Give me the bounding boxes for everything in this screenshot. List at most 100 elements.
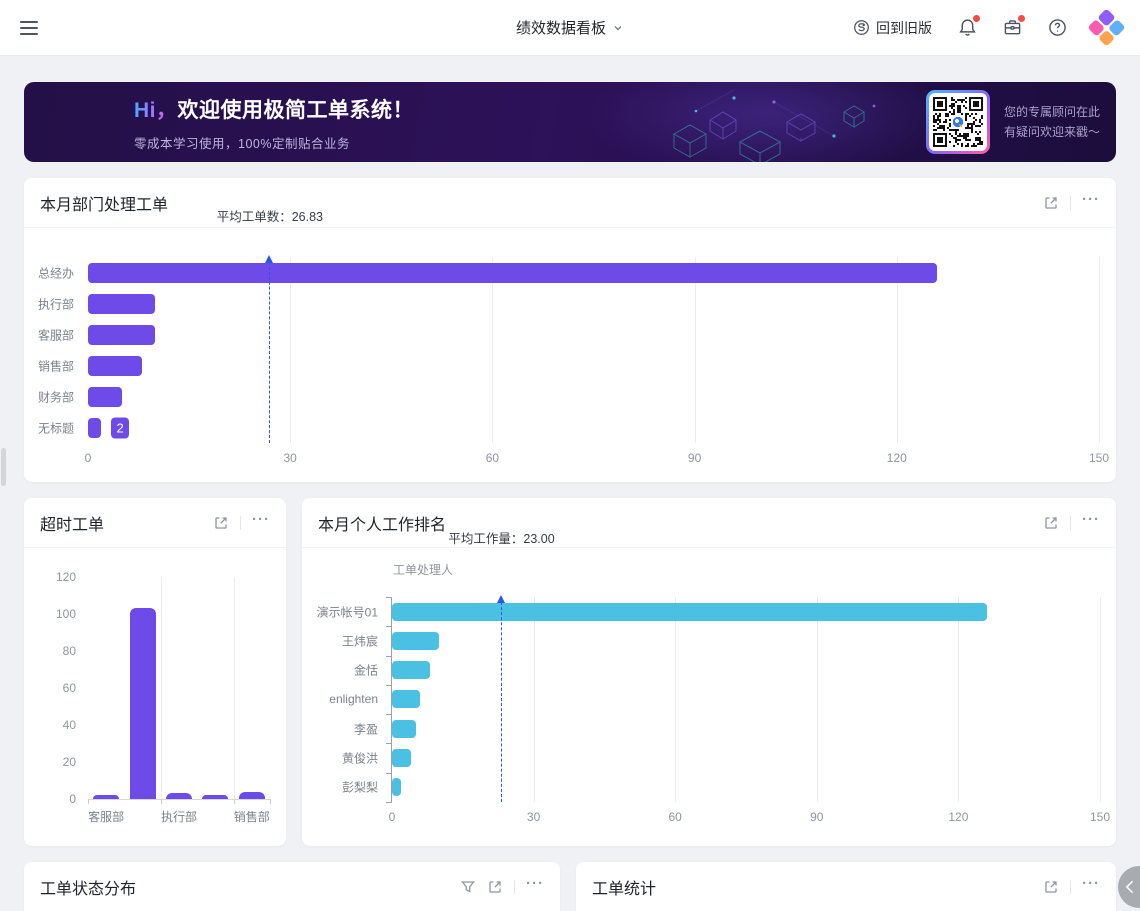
bar[interactable] (202, 795, 229, 799)
more-actions-icon[interactable]: ··· (1082, 191, 1100, 208)
gridline (1100, 597, 1101, 802)
bar[interactable] (88, 386, 122, 407)
dashboard-title-dropdown[interactable]: 绩效数据看板 (516, 17, 624, 38)
x-axis-tick: 150 (1089, 810, 1111, 824)
gridline (492, 257, 494, 443)
category-label: 无标题 (37, 421, 74, 435)
notifications-button[interactable] (958, 15, 980, 37)
bar[interactable] (392, 690, 421, 709)
category-label: 销售部 (233, 810, 270, 824)
order-stats-card: 工单统计 ··· (576, 862, 1116, 911)
x-axis-tick: 0 (84, 451, 92, 465)
expand-icon[interactable] (1043, 879, 1059, 895)
x-axis-tick: 90 (687, 451, 702, 465)
axis-tick (386, 655, 392, 657)
category-label: 执行部 (37, 297, 74, 311)
filter-icon[interactable] (460, 879, 476, 895)
category-label: 金恬 (353, 663, 378, 678)
bar[interactable] (88, 324, 156, 345)
bar[interactable] (88, 417, 102, 438)
card-title: 本月个人工作排名 (318, 516, 447, 534)
bar[interactable] (392, 602, 987, 621)
gridline (694, 257, 696, 443)
bar[interactable] (392, 661, 430, 680)
isometric-city-decoration (672, 89, 876, 162)
category-label: 客服部 (88, 810, 125, 824)
x-axis-tick: 120 (886, 451, 907, 465)
notification-badge-dot (973, 15, 980, 22)
category-label: 李盈 (353, 722, 378, 737)
expand-icon[interactable] (1043, 515, 1059, 531)
more-actions-icon[interactable]: ··· (252, 511, 270, 528)
axis-tick (386, 714, 392, 716)
bar[interactable] (88, 293, 156, 314)
bar[interactable] (238, 791, 265, 799)
x-axis-tick: 150 (1088, 451, 1110, 465)
top-navbar: 绩效数据看板 回到旧版 (0, 0, 1140, 56)
bar[interactable] (129, 608, 156, 799)
bar[interactable] (93, 795, 120, 799)
chart-row: 黄俊洪 (342, 743, 1100, 772)
page-scrollbar-thumb[interactable] (1, 448, 6, 486)
more-actions-icon[interactable]: ··· (1082, 511, 1100, 528)
chart-row: enlighten (329, 685, 1100, 714)
category-label: 执行部 (160, 810, 198, 824)
y-axis-tick: 100 (55, 606, 76, 621)
category-label: 客服部 (37, 328, 74, 342)
divider (240, 515, 241, 530)
page-title: 绩效数据看板 (515, 20, 607, 37)
overtime-orders-card: 超时工单 ··· 0 20 40 60 80 100 120 客服部 执行部 销售部 (24, 498, 286, 846)
expand-icon[interactable] (1043, 195, 1059, 211)
personal-ranking-chart: 0 30 60 90 120 150 演示帐号01 王炜宸 金恬 enlighten 李盈 黄俊洪 彭梨… (302, 532, 1116, 846)
category-label: 演示帐号01 (316, 605, 378, 620)
bar[interactable] (88, 355, 142, 376)
back-to-old-version-label: 回到旧版 (876, 19, 932, 36)
chart-row: 王炜宸 (342, 626, 1100, 655)
help-button[interactable] (1048, 18, 1067, 37)
bar[interactable] (88, 262, 938, 283)
chart-row: 演示帐号01 (317, 597, 1100, 626)
y-axis-tick: 0 (69, 792, 76, 806)
bar[interactable] (392, 778, 402, 797)
workbox-badge-dot (1018, 15, 1025, 22)
x-axis-tick: 30 (526, 810, 541, 824)
menu-icon[interactable] (20, 20, 38, 35)
expand-icon[interactable] (213, 515, 229, 531)
bar[interactable] (392, 749, 411, 768)
bar[interactable] (392, 719, 416, 738)
sidebar-collapse-handle[interactable] (1118, 866, 1140, 908)
welcome-banner: Hi，欢迎使用极简工单系统！ 零成本学习使用，100%定制贴合业务 您的专属顾问… (24, 82, 1116, 162)
chart-row: 总经办 (38, 257, 1099, 288)
chart-row: 无标题 2 (38, 412, 1099, 443)
y-axis-tick: 60 (62, 681, 76, 695)
gridline (896, 257, 898, 443)
axis-tick (386, 597, 392, 598)
chart-row: 李盈 (354, 714, 1100, 743)
chart-row: 金恬 (354, 656, 1100, 685)
app-logo[interactable] (1087, 8, 1126, 47)
x-axis-tick: 120 (948, 810, 969, 824)
gridline (290, 257, 292, 443)
gridline (816, 597, 818, 802)
expand-icon[interactable] (487, 879, 503, 895)
chart-row: 财务部 (38, 381, 1099, 412)
chevron-left-icon (1125, 880, 1133, 894)
back-to-old-version-button[interactable]: 回到旧版 (853, 18, 932, 38)
x-axis-tick: 0 (388, 810, 396, 824)
axis-tick (386, 684, 392, 686)
average-line: 平均工单数：26.83 (217, 210, 323, 443)
consultant-qr-code[interactable] (925, 90, 990, 154)
banner-title: Hi，欢迎使用极简工单系统！ (134, 99, 414, 122)
more-actions-icon[interactable]: ··· (526, 875, 544, 892)
gridline (958, 597, 960, 802)
bar[interactable] (392, 631, 440, 650)
y-axis-tick: 40 (62, 717, 76, 732)
more-actions-icon[interactable]: ··· (1082, 875, 1100, 892)
average-line-label: 平均工作量：23.00 (448, 532, 555, 546)
category-label: 销售部 (37, 359, 74, 373)
gridline (1099, 257, 1100, 443)
bar[interactable] (166, 793, 192, 799)
workbox-button[interactable] (1003, 15, 1025, 37)
y-axis-tick: 20 (62, 755, 76, 769)
